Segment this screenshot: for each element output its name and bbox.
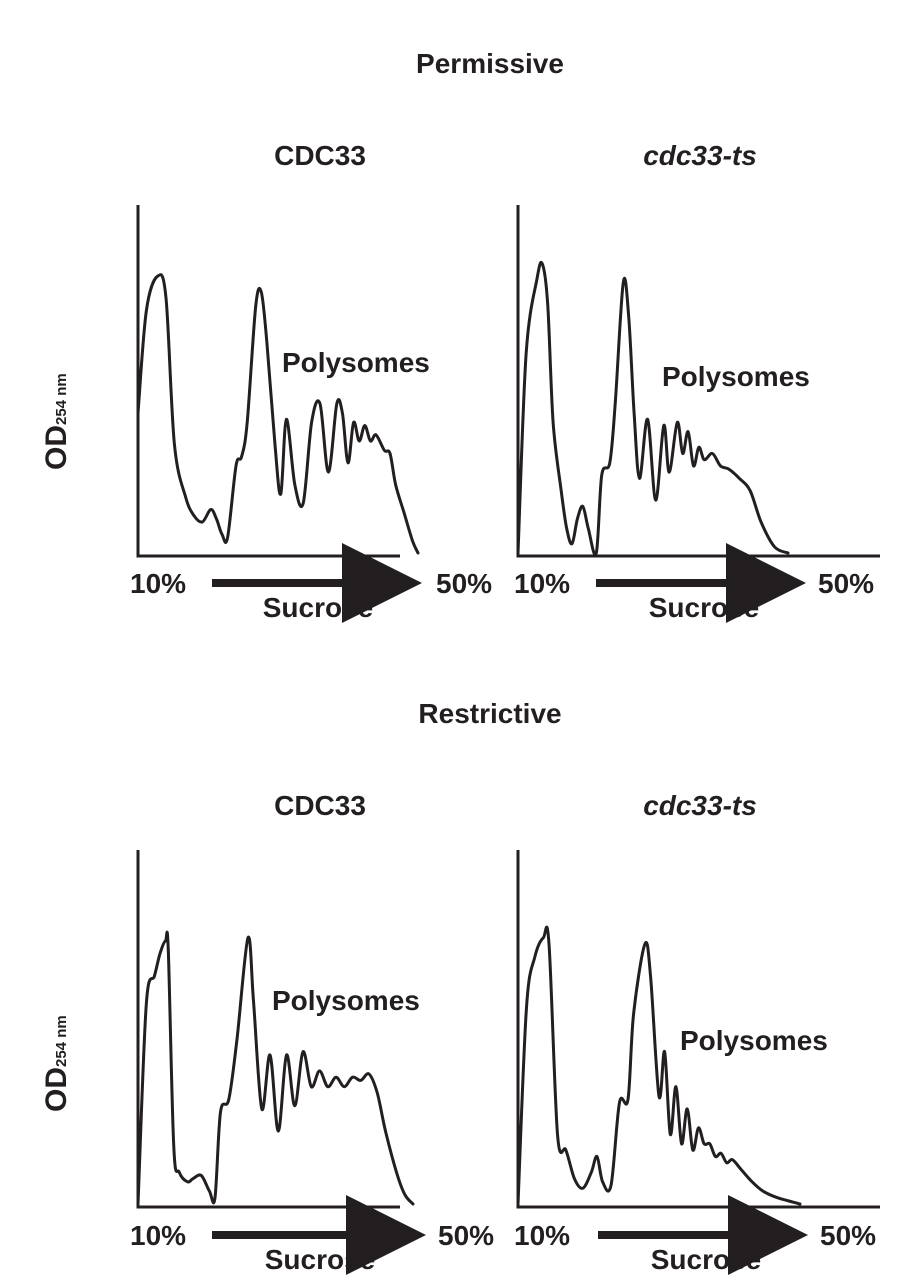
polysomes-label: Polysomes <box>272 985 420 1016</box>
sucrose-label: Sucrose <box>265 1244 376 1275</box>
x-end-label: 50% <box>820 1220 876 1251</box>
panel-title-permissive-cdc33-ts: cdc33-ts <box>643 140 757 171</box>
x-end-label: 50% <box>438 1220 494 1251</box>
od-trace <box>516 925 802 1206</box>
sucrose-label: Sucrose <box>651 1244 762 1275</box>
sucrose-label: Sucrose <box>649 592 760 623</box>
od-trace <box>516 260 790 557</box>
panel-title-restrictive-cdc33-ts: cdc33-ts <box>643 790 757 821</box>
profile-panel-4: Polysomes 10% 50% Sucrose <box>514 850 880 1275</box>
profile-panel-3: Polysomes 10% 50% Sucrose <box>130 850 494 1275</box>
od-trace <box>136 930 415 1206</box>
section-title-permissive: Permissive <box>416 48 564 79</box>
profile-panel-1: Polysomes 10% 50% Sucrose <box>130 205 492 623</box>
panel-title-restrictive-cdc33: CDC33 <box>274 790 366 821</box>
x-start-label: 10% <box>130 568 186 599</box>
polysomes-label: Polysomes <box>282 347 430 378</box>
sucrose-label: Sucrose <box>263 592 374 623</box>
x-end-label: 50% <box>818 568 874 599</box>
x-start-label: 10% <box>130 1220 186 1251</box>
x-start-label: 10% <box>514 1220 570 1251</box>
section-title-restrictive: Restrictive <box>418 698 562 729</box>
axes <box>136 850 400 1209</box>
panel-title-permissive-cdc33: CDC33 <box>274 140 366 171</box>
x-start-label: 10% <box>514 568 570 599</box>
polysomes-label: Polysomes <box>662 361 810 392</box>
x-end-label: 50% <box>436 568 492 599</box>
od-trace <box>136 273 420 555</box>
profile-panel-2: Polysomes 10% 50% Sucrose <box>514 205 880 623</box>
axes <box>136 205 400 558</box>
polysomes-label: Polysomes <box>680 1025 828 1056</box>
